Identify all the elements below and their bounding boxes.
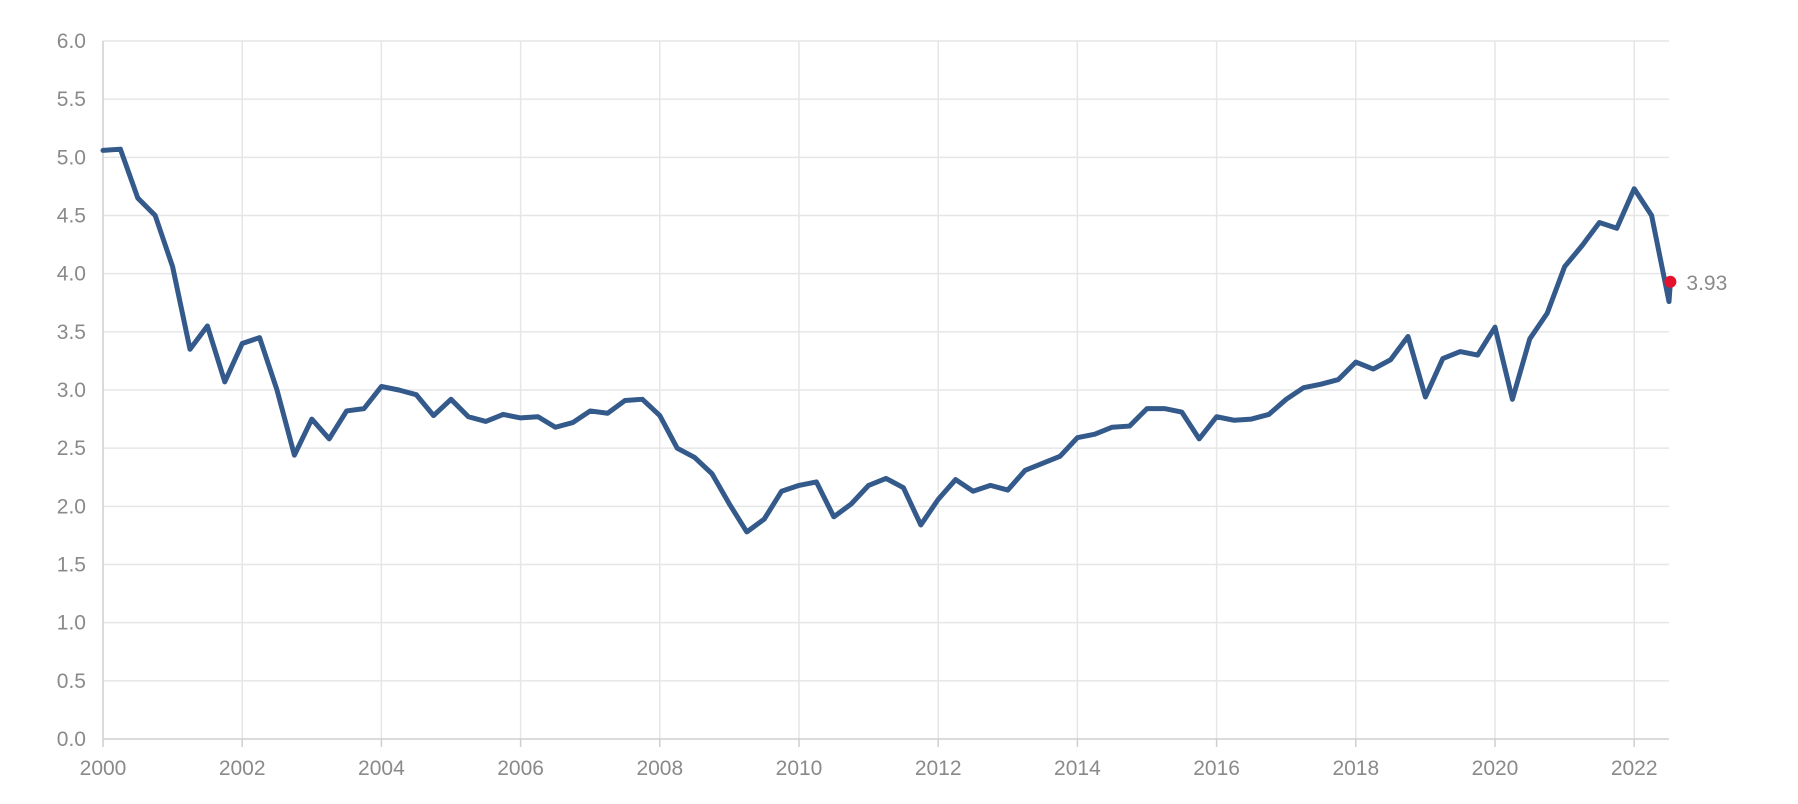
- x-tick-label: 2008: [636, 757, 683, 780]
- x-tick-label: 2006: [497, 757, 544, 780]
- x-axis-ticks: 2000 2002 2004 2006 2008 2010 2012 2014 2016 2018…: [80, 757, 1658, 780]
- y-tick-label: 0.5: [57, 670, 86, 693]
- x-tick-label: 2016: [1193, 757, 1240, 780]
- y-tick-label: 1.5: [57, 554, 86, 577]
- x-tick-label: 2012: [915, 757, 962, 780]
- grid-lines: [103, 40, 1669, 739]
- x-tick-label: 2002: [219, 757, 266, 780]
- y-tick-label: 5.5: [57, 88, 86, 111]
- last-value-label: 3.93: [1686, 272, 1727, 295]
- series-line: [100, 146, 1673, 535]
- last-value-dot: [1664, 275, 1677, 288]
- y-tick-label: 5.0: [57, 146, 86, 169]
- x-tick-label: 2000: [80, 757, 127, 780]
- y-tick-label: 2.0: [57, 495, 86, 518]
- last-value-marker: 3.93: [1664, 272, 1727, 295]
- y-tick-label: 3.5: [57, 321, 86, 344]
- y-axis-ticks: 0.0 0.5 1.0 1.5 2.0 2.5 3.0 3.5 4.0 4.5 5.0 5.5 6.0: [57, 30, 86, 751]
- y-tick-label: 1.0: [57, 612, 86, 635]
- x-tick-label: 2014: [1054, 757, 1101, 780]
- y-tick-label: 0.0: [57, 728, 86, 751]
- y-tick-label: 4.5: [57, 205, 86, 228]
- x-tick-label: 2022: [1611, 757, 1658, 780]
- series-group: [100, 146, 1673, 535]
- axes: [102, 41, 1669, 747]
- x-tick-label: 2010: [776, 757, 823, 780]
- x-tick-label: 2020: [1472, 757, 1519, 780]
- y-tick-label: 6.0: [57, 30, 86, 53]
- y-tick-label: 4.0: [57, 263, 86, 286]
- y-tick-label: 2.5: [57, 437, 86, 460]
- x-tick-label: 2018: [1332, 757, 1379, 780]
- y-tick-label: 3.0: [57, 379, 86, 402]
- x-tick-label: 2004: [358, 757, 405, 780]
